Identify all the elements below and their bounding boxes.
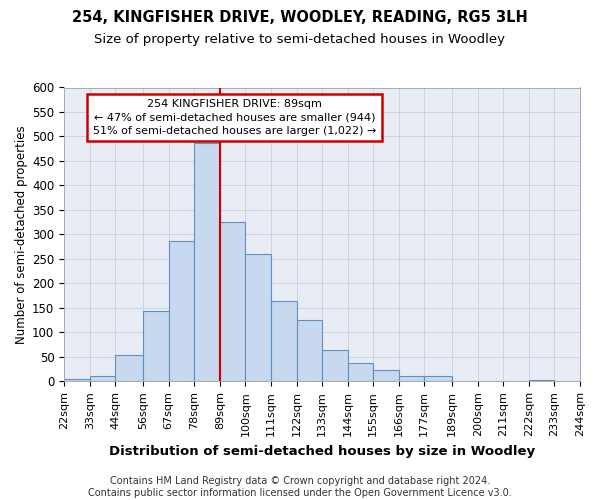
- Text: Size of property relative to semi-detached houses in Woodley: Size of property relative to semi-detach…: [95, 32, 505, 46]
- Text: 254 KINGFISHER DRIVE: 89sqm
← 47% of semi-detached houses are smaller (944)
51% : 254 KINGFISHER DRIVE: 89sqm ← 47% of sem…: [92, 100, 376, 136]
- Bar: [194, 143, 220, 382]
- Y-axis label: Number of semi-detached properties: Number of semi-detached properties: [15, 125, 28, 344]
- Bar: [64, 379, 89, 382]
- Text: Contains HM Land Registry data © Crown copyright and database right 2024.
Contai: Contains HM Land Registry data © Crown c…: [88, 476, 512, 498]
- Bar: [115, 356, 143, 382]
- Bar: [424, 376, 452, 382]
- Bar: [322, 350, 347, 382]
- Bar: [271, 300, 296, 382]
- Bar: [529, 380, 554, 382]
- X-axis label: Distribution of semi-detached houses by size in Woodley: Distribution of semi-detached houses by …: [109, 444, 535, 458]
- Bar: [89, 376, 115, 382]
- Bar: [399, 376, 424, 382]
- Bar: [169, 241, 194, 382]
- Bar: [296, 320, 322, 382]
- Text: 254, KINGFISHER DRIVE, WOODLEY, READING, RG5 3LH: 254, KINGFISHER DRIVE, WOODLEY, READING,…: [72, 10, 528, 25]
- Bar: [220, 222, 245, 382]
- Bar: [245, 254, 271, 382]
- Bar: [143, 312, 169, 382]
- Bar: [373, 370, 399, 382]
- Bar: [347, 363, 373, 382]
